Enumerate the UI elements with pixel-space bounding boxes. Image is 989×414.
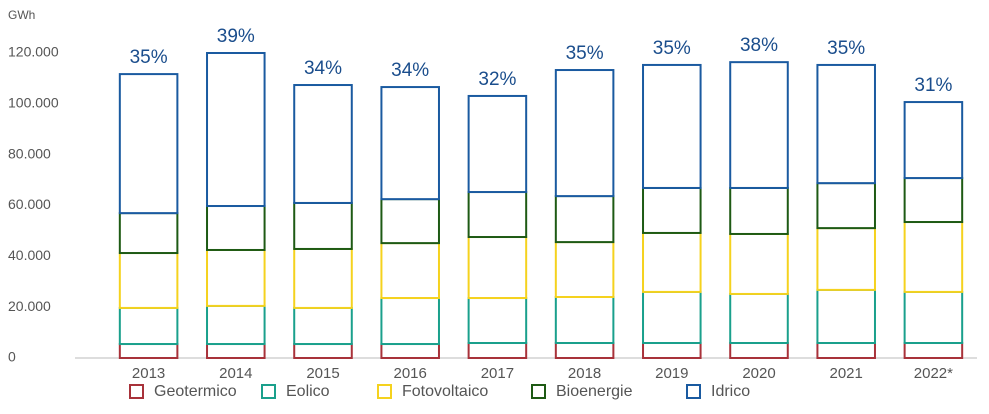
x-tick-label: 2015 (306, 365, 339, 382)
bar-segment (642, 342, 702, 360)
bar-segment (554, 241, 615, 299)
x-tick-label: 2019 (655, 365, 688, 382)
legend-label: Eolico (286, 383, 330, 400)
bar-segment (816, 182, 876, 230)
legend-label: Idrico (711, 383, 750, 400)
bar-segment (118, 73, 179, 215)
y-tick-label: 80.000 (8, 145, 51, 161)
bar-segment (903, 101, 964, 180)
bar-segment (293, 201, 353, 250)
bar-segment (293, 343, 353, 360)
y-tick-label: 120.000 (8, 44, 59, 60)
bar-segment (118, 212, 179, 255)
bar-segment (206, 343, 266, 360)
legend-swatch (377, 384, 392, 399)
bar-segment (903, 221, 964, 293)
legend-label: Fotovoltaico (402, 383, 488, 400)
x-tick-label: 2021 (830, 365, 863, 382)
bar-annotation: 34% (391, 60, 429, 81)
bar-segment (642, 231, 702, 293)
bar-segment (816, 342, 876, 360)
y-tick-label: 40.000 (8, 247, 51, 263)
bar-segment (554, 342, 615, 360)
bar-segment (118, 252, 179, 309)
legend-label: Bioenergie (556, 383, 633, 400)
bar-segment (642, 63, 702, 189)
bar-segment (554, 195, 615, 244)
x-tick-label: 2016 (394, 365, 427, 382)
y-tick-label: 60.000 (8, 196, 51, 212)
bar-segment (903, 177, 964, 224)
x-tick-label: 2018 (568, 365, 601, 382)
bar-segment (206, 205, 266, 251)
bar-segment (467, 342, 528, 360)
bar-segment (729, 232, 789, 295)
bar-annotation: 39% (217, 26, 255, 47)
bar-annotation: 32% (478, 69, 516, 90)
x-tick-label: 2014 (219, 365, 252, 382)
bar-annotation: 35% (653, 38, 691, 59)
bar-segment (467, 191, 528, 239)
bar-segment (729, 186, 789, 235)
bar-segment (293, 247, 353, 309)
bar-segment (380, 242, 440, 300)
bar-segment (816, 63, 876, 185)
y-tick-label: 100.000 (8, 95, 59, 111)
bar-segment (816, 227, 876, 291)
bar-annotation: 38% (740, 35, 778, 56)
bar-segment (467, 236, 528, 300)
bar-segment (293, 84, 353, 204)
bar-segment (467, 297, 528, 345)
bar-segment (380, 198, 440, 245)
bar-annotation: 34% (304, 58, 342, 79)
bar-segment (118, 343, 179, 360)
bar-segment (380, 343, 440, 360)
x-tick-label: 2013 (132, 365, 165, 382)
legend-swatch (129, 384, 144, 399)
bar-segment (118, 306, 179, 346)
x-tick-label: 2020 (742, 365, 775, 382)
bar-segment (903, 290, 964, 345)
bar-segment (729, 61, 789, 189)
bar-segment (206, 304, 266, 346)
bar-annotation: 31% (914, 75, 952, 96)
y-tick-label: 0 (8, 349, 16, 365)
legend-label: Geotermico (154, 383, 237, 400)
bar-segment (554, 296, 615, 345)
bar-segment (816, 288, 876, 345)
x-tick-label: 2017 (481, 365, 514, 382)
bar-segment (206, 52, 266, 208)
legend-swatch (531, 384, 546, 399)
bar-segment (380, 297, 440, 346)
bar-segment (206, 248, 266, 307)
y-tick-label: 20.000 (8, 298, 51, 314)
bar-segment (380, 86, 440, 201)
legend-swatch (261, 384, 276, 399)
bar-annotation: 35% (827, 38, 865, 59)
bar-segment (467, 94, 528, 194)
bar-segment (729, 342, 789, 360)
bar-segment (293, 306, 353, 346)
y-axis-label: GWh (8, 8, 35, 22)
bar-segment (642, 290, 702, 345)
bar-segment (729, 292, 789, 345)
bar-segment (903, 342, 964, 360)
bar-segment (554, 69, 615, 198)
legend-swatch (686, 384, 701, 399)
bar-annotation: 35% (130, 47, 168, 68)
bar-segment (642, 186, 702, 234)
bar-annotation: 35% (566, 43, 604, 64)
x-tick-label: 2022* (914, 365, 953, 382)
